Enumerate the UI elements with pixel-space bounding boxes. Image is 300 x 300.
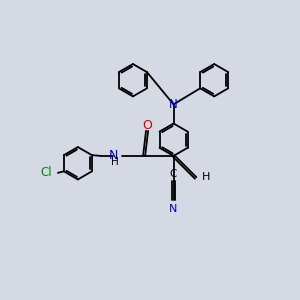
Text: C: C: [169, 169, 177, 179]
Text: H: H: [202, 172, 210, 182]
Text: N: N: [109, 149, 119, 162]
Text: O: O: [142, 119, 152, 132]
Text: H: H: [111, 158, 119, 167]
Text: N: N: [169, 204, 178, 214]
Text: Cl: Cl: [40, 166, 52, 179]
Text: N: N: [169, 98, 178, 111]
